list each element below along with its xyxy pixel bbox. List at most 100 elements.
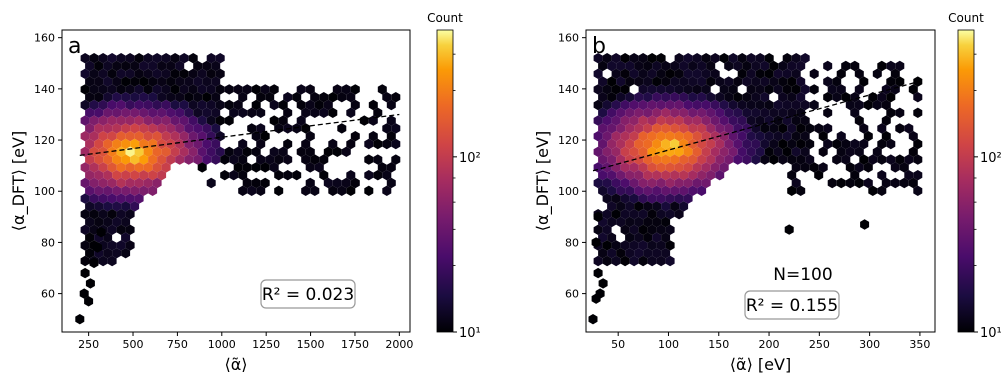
hexbin-cell	[629, 209, 639, 220]
hexbin-cell	[773, 131, 783, 142]
hexbin-cell	[679, 154, 689, 165]
hexbin-cell	[332, 84, 342, 95]
hexbin-cell	[116, 53, 126, 64]
hexbin-cell	[656, 146, 666, 157]
hexbin-cell	[836, 84, 846, 95]
hexbin-cell	[103, 138, 113, 150]
hexbin-cell	[733, 76, 743, 87]
hexbin-cell	[778, 60, 788, 72]
hexbin-cell	[742, 92, 752, 103]
hexbin-cell	[350, 84, 360, 95]
hexbin-cell	[139, 107, 149, 118]
hexbin-cell	[661, 232, 671, 243]
hexbin-cell	[364, 138, 374, 150]
hexbin-cell	[301, 154, 311, 165]
hexbin-cell	[607, 154, 617, 165]
hexbin-cell	[724, 92, 734, 103]
hexbin-cell	[665, 209, 675, 220]
hexbin-cell	[130, 123, 140, 134]
hexbin-cell	[125, 162, 135, 173]
hexbin-cell	[593, 53, 603, 64]
colorbar-tick-label: 10¹	[459, 326, 481, 341]
hexbin-cell	[175, 107, 185, 118]
hexbin-cell	[652, 123, 662, 134]
hexbin-cell	[152, 99, 162, 111]
hexbin-cell	[256, 123, 266, 134]
hexbin-cell	[269, 115, 279, 126]
hexbin-cells	[75, 53, 401, 325]
hexbin-cell	[157, 92, 167, 103]
hexbin-cell	[746, 53, 756, 64]
hexbin-cell	[683, 99, 693, 111]
hexbin-cell	[386, 162, 396, 173]
hexbin-cell	[845, 146, 855, 157]
hexbin-cell	[823, 76, 833, 87]
hexbin-cell	[152, 162, 162, 173]
x-tick-label: 100	[658, 338, 679, 351]
hexbin-cell	[674, 131, 684, 142]
hexbin-cell	[134, 131, 144, 142]
r2-annotation: R² = 0.155	[746, 296, 838, 316]
hexbin-cell	[913, 170, 923, 181]
hexbin-cell	[881, 84, 891, 95]
hexbin-cell	[638, 99, 648, 111]
hexbin-cell	[206, 177, 216, 189]
hexbin-cell	[733, 138, 743, 150]
hexbin-cell	[188, 131, 198, 142]
hexbin-cell	[701, 99, 711, 111]
hexbin-cell	[728, 115, 738, 126]
hexbin-cell	[850, 107, 860, 118]
hexbin-cell	[256, 154, 266, 165]
hexbin-cell	[836, 131, 846, 142]
hexbin-cell	[337, 92, 347, 103]
x-tick-label: 250	[809, 338, 830, 351]
hexbin-cell	[85, 107, 95, 118]
hexbin-cell	[719, 162, 729, 173]
hexbin-cell	[166, 107, 176, 118]
hexbin-cell	[251, 99, 261, 111]
hexbin-cell	[179, 146, 189, 157]
hexbin-outlier	[79, 288, 89, 299]
hexbin-cell	[697, 92, 707, 103]
hexbin-cell	[629, 240, 639, 251]
hexbin-cell	[148, 123, 158, 134]
hexbin-cell	[310, 107, 320, 118]
hexbin-cell	[877, 154, 887, 165]
hexbin-cell	[742, 107, 752, 118]
hexbin-cell	[269, 99, 279, 111]
hexbin-cell	[737, 115, 747, 126]
hexbin-cell	[877, 170, 887, 181]
hexbin-cell	[103, 76, 113, 87]
hexbin-cell	[854, 115, 864, 126]
hexbin-cell	[121, 138, 131, 150]
hexbin-cell	[274, 170, 284, 181]
hexbin-cell	[764, 99, 774, 111]
hexbin-cell	[773, 68, 783, 79]
hexbin-cell	[643, 216, 653, 228]
hexbin-cell	[643, 138, 653, 150]
colorbar-tick-label: 10²	[980, 151, 1002, 166]
hexbin-cell	[193, 154, 203, 165]
hexbin-cell	[742, 138, 752, 150]
hexbin-cell	[611, 84, 621, 95]
hexbin-cell	[724, 123, 734, 134]
hexbin-cell	[593, 255, 603, 267]
hexbin-cell	[877, 185, 887, 196]
hexbin-cell	[841, 138, 851, 150]
hexbin-cell	[350, 131, 360, 142]
hexbin-cell	[368, 131, 378, 142]
hexbin-cell	[89, 84, 99, 95]
hexbin-cell	[188, 68, 198, 79]
hexbin-outlier	[860, 219, 870, 230]
hexbin-cell	[620, 131, 630, 142]
hexbin-cell	[89, 193, 99, 204]
hexbin-cell	[895, 60, 905, 72]
hexbin-cell	[683, 177, 693, 189]
hexbin-cell	[692, 131, 702, 142]
hexbin-cell	[638, 68, 648, 79]
hexbin-cell	[877, 92, 887, 103]
hexbin-cell	[611, 240, 621, 251]
hexbin-cell	[674, 193, 684, 204]
hexbin-cell	[791, 162, 801, 173]
hexbin-cell	[157, 60, 167, 72]
